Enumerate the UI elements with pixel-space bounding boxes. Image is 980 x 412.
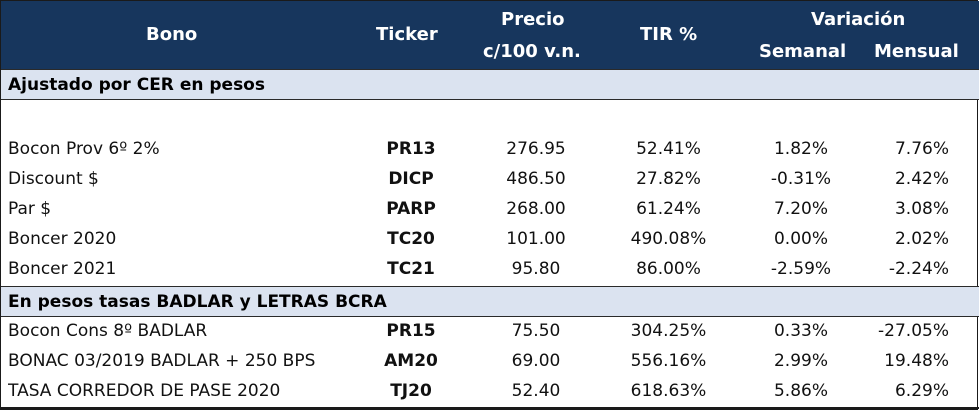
cell-tir: 490.08%	[630, 229, 707, 249]
table-row: TASA CORREDOR DE PASE 2020 TJ20 52.40 61…	[1, 376, 979, 406]
section-header-badlar: En pesos tasas BADLAR y LETRAS BCRA	[1, 286, 979, 317]
cell-tir: 618.63%	[630, 381, 707, 401]
cell-semanal: -2.59%	[770, 259, 832, 279]
cell-tir: 304.25%	[630, 321, 707, 341]
section-title: Ajustado por CER en pesos	[8, 75, 265, 95]
cell-ticker: PR15	[386, 321, 436, 341]
header-semanal: Semanal	[759, 41, 847, 62]
cell-precio: 75.50	[511, 321, 561, 341]
cell-mensual: 2.02%	[894, 229, 949, 249]
cell-precio: 52.40	[511, 381, 561, 401]
cell-semanal: 1.82%	[773, 139, 828, 159]
cell-mensual: 3.08%	[894, 199, 949, 219]
cell-bono: Boncer 2021	[8, 259, 117, 279]
table-row: Bocon Cons 8º BADLAR PR15 75.50 304.25% …	[1, 316, 979, 346]
cell-semanal: 7.20%	[773, 199, 828, 219]
table-row: Bocon Prov 6º 2% PR13 276.95 52.41% 1.82…	[1, 134, 979, 164]
header-mensual: Mensual	[874, 41, 959, 62]
cell-mensual: 7.76%	[894, 139, 949, 159]
table-bottom-border	[1, 407, 979, 409]
table-row: Par $ PARP 268.00 61.24% 7.20% 3.08%	[1, 194, 979, 224]
header-ticker: Ticker	[376, 24, 438, 45]
table-header: Bono Ticker Precio c/100 v.n. TIR % Vari…	[1, 1, 979, 69]
cell-bono: Bocon Cons 8º BADLAR	[8, 321, 208, 341]
cell-semanal: 2.99%	[773, 351, 828, 371]
table-row: Discount $ DICP 486.50 27.82% -0.31% 2.4…	[1, 164, 979, 194]
section-title: En pesos tasas BADLAR y LETRAS BCRA	[8, 292, 387, 312]
header-precio-line1: Precio	[501, 9, 565, 30]
table-row: BONAC 03/2019 BADLAR + 250 BPS AM20 69.0…	[1, 346, 979, 376]
cell-mensual: 2.42%	[894, 169, 949, 189]
cell-bono: TASA CORREDOR DE PASE 2020	[8, 381, 281, 401]
cell-bono: Par $	[8, 199, 52, 219]
cell-precio: 95.80	[511, 259, 561, 279]
cell-semanal: 0.00%	[773, 229, 828, 249]
cell-precio: 486.50	[506, 169, 566, 189]
cell-ticker: DICP	[388, 169, 434, 189]
cell-tir: 52.41%	[636, 139, 701, 159]
cell-semanal: 0.33%	[773, 321, 828, 341]
cell-semanal: 5.86%	[773, 381, 828, 401]
cell-precio: 69.00	[511, 351, 561, 371]
cell-ticker: TC21	[387, 259, 435, 279]
cell-tir: 61.24%	[636, 199, 701, 219]
header-precio-line2: c/100 v.n.	[483, 41, 581, 62]
cell-tir: 86.00%	[636, 259, 701, 279]
header-tir: TIR %	[640, 24, 698, 45]
cell-semanal: -0.31%	[770, 169, 832, 189]
cell-ticker: AM20	[384, 351, 438, 371]
cell-bono: BONAC 03/2019 BADLAR + 250 BPS	[8, 351, 316, 371]
cell-bono: Discount $	[8, 169, 99, 189]
table-row: Boncer 2021 TC21 95.80 86.00% -2.59% -2.…	[1, 254, 979, 284]
cell-ticker: PARP	[386, 199, 436, 219]
cell-bono: Boncer 2020	[8, 229, 117, 249]
table-row: Boncer 2020 TC20 101.00 490.08% 0.00% 2.…	[1, 224, 979, 254]
cell-ticker: PR13	[386, 139, 436, 159]
cell-precio: 276.95	[506, 139, 566, 159]
cell-mensual: -2.24%	[888, 259, 949, 279]
cell-ticker: TJ20	[390, 381, 432, 401]
header-bono: Bono	[146, 24, 198, 45]
cell-mensual: -27.05%	[878, 321, 949, 341]
cell-tir: 556.16%	[630, 351, 707, 371]
cell-ticker: TC20	[387, 229, 435, 249]
header-variacion: Variación	[811, 9, 906, 30]
cell-precio: 101.00	[506, 229, 566, 249]
cell-mensual: 6.29%	[894, 381, 949, 401]
section-header-cer: Ajustado por CER en pesos	[1, 69, 979, 100]
cell-bono: Bocon Prov 6º 2%	[8, 139, 160, 159]
cell-precio: 268.00	[506, 199, 566, 219]
cell-mensual: 19.48%	[884, 351, 949, 371]
cell-tir: 27.82%	[636, 169, 701, 189]
